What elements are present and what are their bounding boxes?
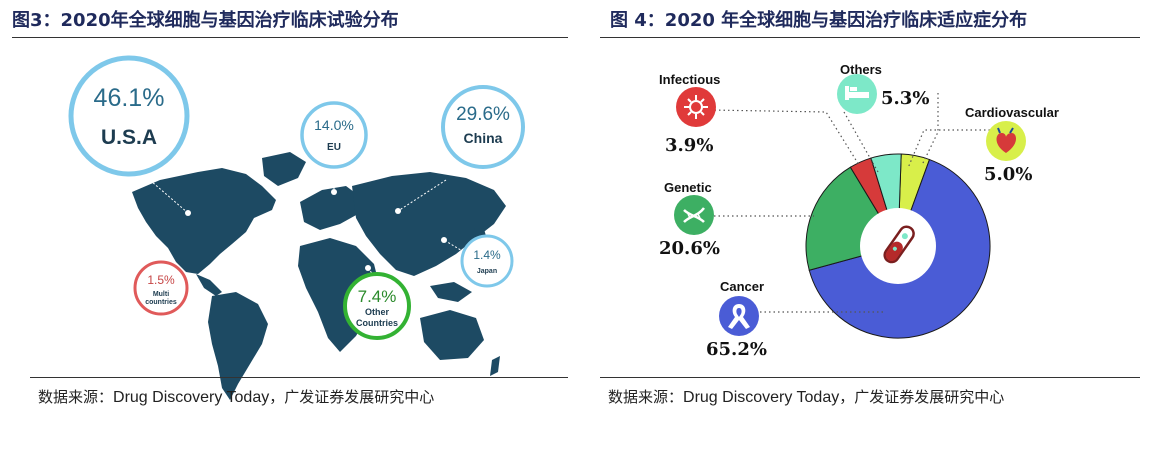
source-suffix: ，广发证券发展研究中心 xyxy=(269,388,435,406)
leader-dots xyxy=(185,189,447,271)
cancer-value: 65.2% xyxy=(706,339,767,360)
heart-icon xyxy=(986,121,1026,161)
china-label: China xyxy=(464,130,503,146)
hospital-bed-icon xyxy=(837,74,877,114)
multi-label-line2: countries xyxy=(145,299,177,306)
title-rule xyxy=(600,37,1140,38)
pie-category-labels: Infectious Others Cardiovascular Genetic… xyxy=(659,62,1059,294)
source-prefix: 数据来源： xyxy=(608,388,684,406)
map-sea-islands xyxy=(430,282,472,302)
cancer-label: Cancer xyxy=(720,279,764,294)
others-value: 5.3% xyxy=(881,88,929,109)
map-greenland xyxy=(262,152,306,186)
map-south-america xyxy=(208,292,268,400)
figure-3-title: 图3：2020年全球细胞与基因治疗临床试验分布 xyxy=(12,10,399,31)
virus-icon xyxy=(676,87,716,127)
indication-donut-chart: Infectious Others Cardiovascular Genetic… xyxy=(659,62,1059,360)
other-percent: 7.4% xyxy=(358,287,397,306)
dna-icon xyxy=(674,195,714,235)
multi-percent: 1.5% xyxy=(147,273,175,287)
cardiovascular-value: 5.0% xyxy=(984,164,1032,185)
world-map-chart: 46.1% U.S.A 14.0% EU 29.6% China 1.4% Ja… xyxy=(68,55,525,400)
other-label-line1: Other xyxy=(365,307,390,317)
infectious-value: 3.9% xyxy=(665,135,713,156)
world-map xyxy=(132,152,506,400)
figure-3-source: 数据来源：Drug Discovery Today，广发证券发展研究中心 xyxy=(38,386,434,407)
ribbon-icon xyxy=(719,296,759,336)
title-rule xyxy=(12,37,568,38)
map-new-zealand xyxy=(490,356,500,376)
genetic-label: Genetic xyxy=(664,180,712,195)
pie-value-labels: 3.9% 5.3% 5.0% 20.6% 65.2% xyxy=(659,88,1032,360)
bubble-china: 29.6% China xyxy=(441,85,525,169)
bubble-eu: 14.0% EU xyxy=(300,101,368,169)
source-rule xyxy=(30,377,568,378)
bubble-usa: 46.1% U.S.A xyxy=(68,55,190,177)
figure-4-panel: 图 4：2020 年全球细胞与基因治疗临床适应症分布 xyxy=(592,0,1163,451)
pie-leader-lines xyxy=(696,93,990,313)
china-percent: 29.6% xyxy=(456,104,510,125)
figure-4-title: 图 4：2020 年全球细胞与基因治疗临床适应症分布 xyxy=(610,10,1028,31)
multi-label-line1: Multi xyxy=(153,291,169,298)
map-asia xyxy=(352,172,506,276)
other-label-line2: Countries xyxy=(356,318,398,328)
japan-label: Japan xyxy=(477,268,497,275)
test-tube-icon xyxy=(883,225,915,264)
bubble-japan: 1.4% Japan xyxy=(460,234,514,288)
eu-label: EU xyxy=(327,142,341,153)
map-europe xyxy=(300,186,362,230)
map-australia xyxy=(420,310,484,360)
eu-percent: 14.0% xyxy=(314,117,354,133)
japan-percent: 1.4% xyxy=(473,248,501,262)
usa-percent: 46.1% xyxy=(94,84,165,112)
usa-label: U.S.A xyxy=(101,126,157,149)
figure-3-panel: 图3：2020年全球细胞与基因治疗临床试验分布 xyxy=(0,0,580,451)
cardiovascular-label: Cardiovascular xyxy=(965,105,1059,120)
map-central-america xyxy=(196,274,222,296)
bubble-multi-countries: 1.5% Multi countries xyxy=(133,260,189,316)
infectious-label: Infectious xyxy=(659,72,720,87)
figure-4-source: 数据来源：Drug Discovery Today，广发证券发展研究中心 xyxy=(608,386,1004,407)
map-north-america xyxy=(132,168,276,274)
others-label: Others xyxy=(840,62,882,77)
bubble-other-countries: 7.4% Other Countries xyxy=(343,272,411,340)
source-name: Drug Discovery Today xyxy=(683,389,840,406)
source-name: Drug Discovery Today xyxy=(113,389,270,406)
source-suffix: ，广发证券发展研究中心 xyxy=(839,388,1005,406)
genetic-value: 20.6% xyxy=(659,238,720,259)
source-rule xyxy=(600,377,1140,378)
source-prefix: 数据来源： xyxy=(38,388,114,406)
